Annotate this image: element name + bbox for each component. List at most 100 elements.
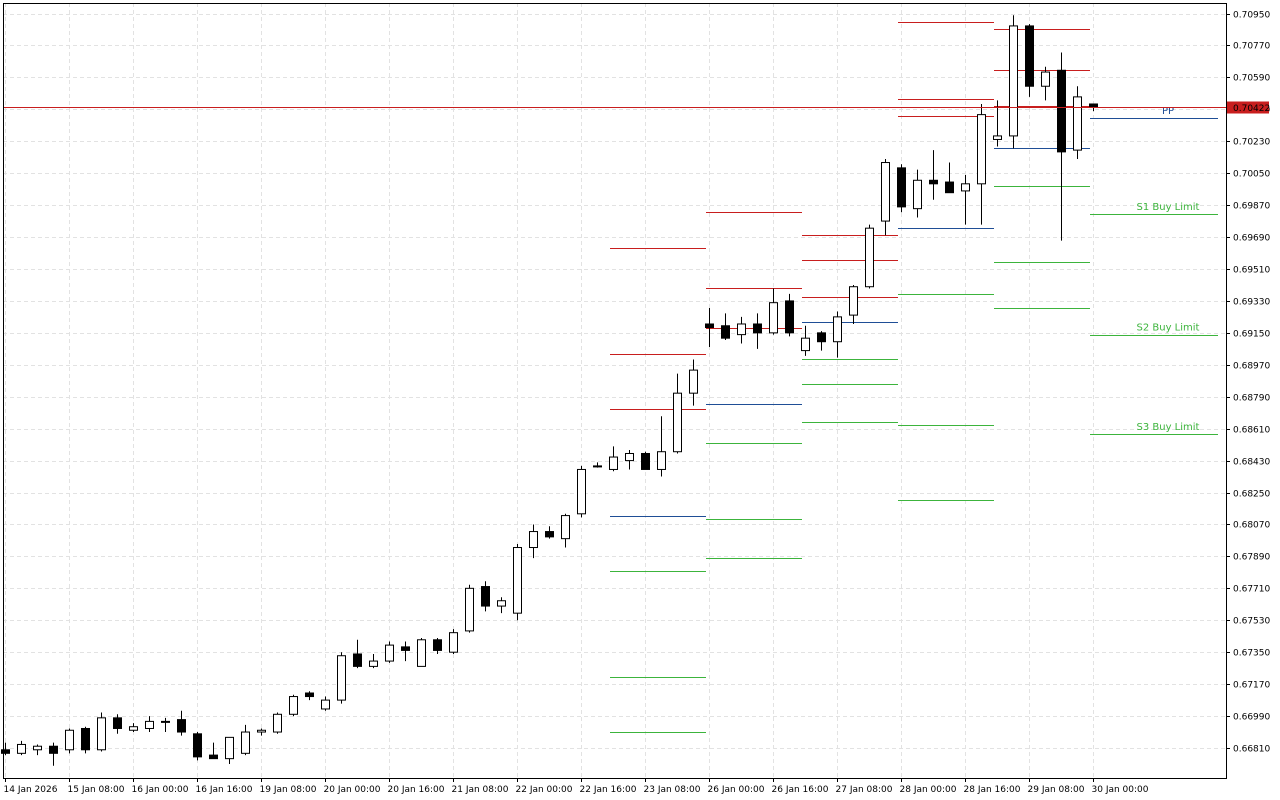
candle xyxy=(1041,66,1050,101)
candle xyxy=(945,162,954,194)
price-tick-label: 0.70770 xyxy=(1233,42,1270,52)
candle-body xyxy=(865,227,874,288)
price-tick-label: 0.70590 xyxy=(1233,74,1270,84)
time-tick-label: 27 Jan 08:00 xyxy=(836,785,893,795)
candle-body xyxy=(449,632,458,653)
plot-frame xyxy=(3,3,1227,779)
price-tick-label: 0.70950 xyxy=(1233,11,1270,21)
candle-body xyxy=(961,183,970,192)
candle xyxy=(705,308,714,348)
candle-body xyxy=(833,316,842,343)
candle xyxy=(129,723,138,733)
candle-body xyxy=(529,531,538,549)
price-tick-label: 0.70230 xyxy=(1233,138,1270,148)
candle xyxy=(641,451,650,470)
candle xyxy=(49,742,58,766)
candle xyxy=(673,373,682,454)
candle-body xyxy=(401,646,410,651)
candle xyxy=(913,169,922,218)
candle xyxy=(833,311,842,358)
candle xyxy=(881,158,890,236)
candle-body xyxy=(513,547,522,614)
candle-body xyxy=(609,456,618,470)
candle xyxy=(929,150,938,200)
candle xyxy=(1073,86,1082,159)
candle xyxy=(529,524,538,559)
candle-body xyxy=(913,179,922,210)
candle-body xyxy=(81,727,90,751)
level-label: S2 Buy Limit xyxy=(1137,323,1200,334)
candle-body xyxy=(305,692,314,698)
candle-body xyxy=(641,452,650,470)
candle-body xyxy=(849,286,858,316)
candle xyxy=(417,638,426,667)
time-axis[interactable]: 14 Jan 2026 15 Jan 08:00 16 Jan 00:00 16 Ja… xyxy=(4,778,1149,795)
candle xyxy=(561,513,570,548)
candle-body xyxy=(49,745,58,754)
candle-body xyxy=(945,181,954,194)
candle-body xyxy=(385,644,394,662)
price-axis[interactable]: 0.709500.707700.705900.704100.702300.700… xyxy=(1226,11,1270,755)
candle xyxy=(497,597,506,614)
candle-body xyxy=(785,300,794,334)
candle xyxy=(657,416,666,477)
time-tick-label: 26 Jan 16:00 xyxy=(772,785,829,795)
candle-body xyxy=(1009,25,1018,137)
candle-body xyxy=(417,639,426,667)
candle xyxy=(465,584,474,633)
candle-body xyxy=(177,719,186,733)
candle-body xyxy=(817,332,826,343)
current-price-tag xyxy=(1227,101,1269,114)
candle xyxy=(753,313,762,349)
candle xyxy=(65,728,74,754)
candle-body xyxy=(1057,69,1066,153)
candle xyxy=(33,744,42,756)
candle-body xyxy=(241,731,250,754)
candle-body xyxy=(113,717,122,729)
candle xyxy=(593,462,602,468)
candle xyxy=(817,331,826,351)
candle-body xyxy=(433,639,442,651)
price-tick-label: 0.69150 xyxy=(1233,330,1270,340)
candle xyxy=(289,694,298,717)
candle xyxy=(1025,24,1034,97)
candle xyxy=(257,728,266,736)
candle-body xyxy=(369,660,378,667)
time-tick-label: 23 Jan 08:00 xyxy=(644,785,701,795)
candle xyxy=(545,526,554,539)
candle xyxy=(273,712,282,734)
candle xyxy=(161,717,170,733)
candle xyxy=(225,736,234,764)
price-tick-label: 0.68790 xyxy=(1233,394,1270,404)
candle-body xyxy=(465,587,474,632)
time-tick-label: 22 Jan 00:00 xyxy=(516,785,573,795)
candle-body xyxy=(769,302,778,334)
candle xyxy=(625,449,634,470)
candle xyxy=(321,696,330,711)
candle-body xyxy=(337,655,346,701)
candle xyxy=(113,714,122,734)
price-tick-label: 0.69690 xyxy=(1233,234,1270,244)
candle xyxy=(337,652,346,704)
price-tick-label: 0.69330 xyxy=(1233,298,1270,308)
candles xyxy=(1,15,1098,766)
price-tick-label: 0.68430 xyxy=(1233,458,1270,468)
candle-body xyxy=(673,392,682,453)
candle xyxy=(81,726,90,754)
candle-body xyxy=(97,717,106,751)
candle xyxy=(689,359,698,406)
candle xyxy=(481,581,490,612)
candle xyxy=(737,316,746,344)
candle-body xyxy=(753,323,762,334)
time-tick-label: 28 Jan 16:00 xyxy=(964,785,1021,795)
time-tick-label: 20 Jan 16:00 xyxy=(388,785,445,795)
candle-body xyxy=(481,586,490,607)
candle-body xyxy=(593,465,602,468)
time-tick-label: 19 Jan 08:00 xyxy=(260,785,317,795)
candle-body xyxy=(273,713,282,733)
price-tick-label: 0.67350 xyxy=(1233,649,1270,659)
candle xyxy=(513,543,522,621)
